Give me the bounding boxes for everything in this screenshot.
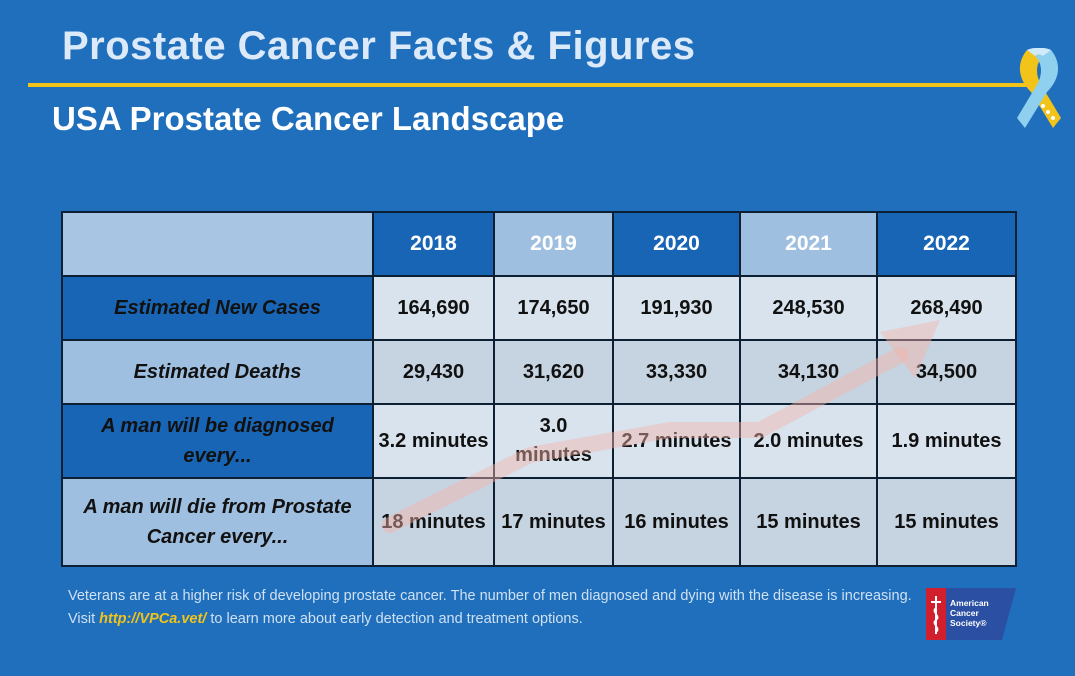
row-label: A man will be diagnosed every... (61, 403, 374, 479)
page-subtitle: USA Prostate Cancer Landscape (52, 100, 565, 137)
table-cell: 2.7 minutes (612, 403, 741, 479)
table-cell: 174,650 (493, 275, 614, 341)
page-title: Prostate Cancer Facts & Figures (62, 24, 696, 68)
year-header: 2021 (739, 211, 878, 277)
row-label: A man will die from Prostate Cancer ever… (61, 477, 374, 567)
table-cell: 16 minutes (612, 477, 741, 567)
table-corner-cell (61, 211, 374, 277)
acs-sword-mark (926, 588, 946, 640)
table-cell: 1.9 minutes (876, 403, 1017, 479)
table-row: Estimated New Cases 164,690 174,650 191,… (61, 275, 1017, 341)
table-row: A man will be diagnosed every... 3.2 min… (61, 403, 1017, 479)
table-cell: 3.0 minutes (493, 403, 614, 479)
acs-logo-panel (946, 588, 1016, 640)
table-row: Estimated Deaths 29,430 31,620 33,330 34… (61, 339, 1017, 405)
table-cell: 31,620 (493, 339, 614, 405)
acs-logo-line: Society® (950, 618, 987, 628)
prostate-cancer-stats-table: 2018 2019 2020 2021 2022 Estimated New C… (61, 211, 1017, 567)
acs-logo-line: Cancer (950, 608, 979, 618)
table-cell: 248,530 (739, 275, 878, 341)
year-header: 2018 (372, 211, 495, 277)
table-cell: 164,690 (372, 275, 495, 341)
table-cell: 15 minutes (876, 477, 1017, 567)
row-label: Estimated New Cases (61, 275, 374, 341)
table-cell: 34,500 (876, 339, 1017, 405)
table-cell: 268,490 (876, 275, 1017, 341)
acs-logo-line: American (950, 598, 989, 608)
table-header-row: 2018 2019 2020 2021 2022 (61, 211, 1017, 277)
footnote: Veterans are at a higher risk of develop… (68, 585, 918, 631)
american-cancer-society-logo: American Cancer Society® (926, 588, 1016, 640)
title-divider (28, 83, 1028, 87)
year-header: 2022 (876, 211, 1017, 277)
table-cell: 2.0 minutes (739, 403, 878, 479)
table-row: A man will die from Prostate Cancer ever… (61, 477, 1017, 567)
table-cell: 29,430 (372, 339, 495, 405)
acs-logo-text: American Cancer Society® (950, 598, 989, 628)
row-label: Estimated Deaths (61, 339, 374, 405)
table-cell: 191,930 (612, 275, 741, 341)
year-header: 2020 (612, 211, 741, 277)
table-cell: 17 minutes (493, 477, 614, 567)
awareness-ribbon-icon (1017, 48, 1061, 128)
table-cell: 3.2 minutes (372, 403, 495, 479)
footnote-text: Veterans are at a higher risk of develop… (68, 588, 912, 627)
vpca-link[interactable]: http://VPCa.vet/ (99, 611, 207, 627)
table-cell: 34,130 (739, 339, 878, 405)
footnote-text-end: to learn more about early detection and … (206, 611, 583, 627)
table-cell: 15 minutes (739, 477, 878, 567)
year-header: 2019 (493, 211, 614, 277)
table-cell: 33,330 (612, 339, 741, 405)
table-cell: 18 minutes (372, 477, 495, 567)
